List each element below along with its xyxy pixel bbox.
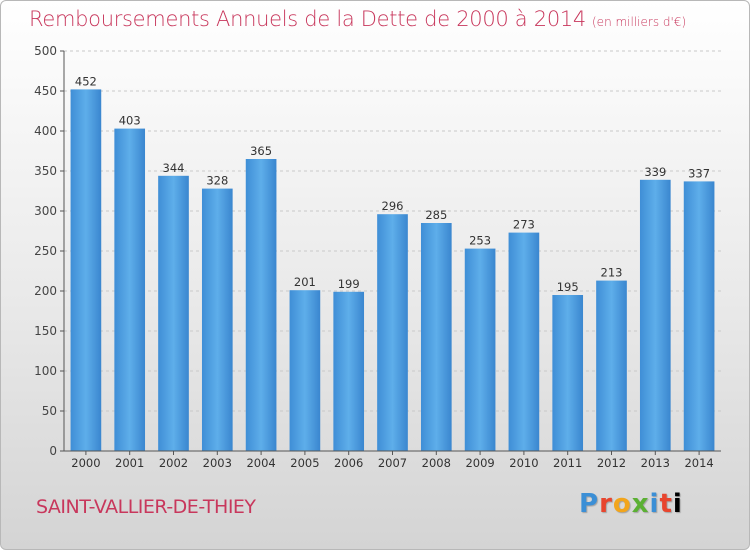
bar-2013 (639, 179, 671, 452)
y-tick-label: 250 (34, 244, 57, 258)
x-tick-label: 2005 (290, 456, 319, 470)
bar-2003 (201, 188, 233, 451)
bar-2000 (70, 89, 102, 452)
bar-2004 (245, 159, 277, 451)
bar-2012 (596, 280, 627, 451)
y-tick-label: 100 (34, 364, 57, 378)
bar-value-label: 452 (75, 74, 97, 88)
y-tick-label: 450 (34, 84, 57, 98)
x-tick-label: 2004 (246, 456, 275, 470)
bar-2010 (508, 232, 540, 451)
x-tick-label: 2014 (684, 456, 713, 470)
bar-value-label: 285 (425, 208, 447, 222)
x-tick-label: 2008 (422, 456, 451, 470)
y-tick-label: 500 (34, 44, 57, 58)
x-tick-label: 2006 (334, 456, 363, 470)
bar-value-label: 253 (469, 234, 491, 248)
x-tick-label: 2012 (597, 456, 626, 470)
y-tick-label: 400 (34, 124, 57, 138)
y-tick-label: 0 (49, 444, 57, 458)
bar-value-label: 337 (688, 166, 710, 180)
bar-value-label: 339 (644, 165, 666, 179)
bar-2001 (114, 128, 146, 451)
y-tick-label: 300 (34, 204, 57, 218)
bar-2006 (333, 291, 365, 451)
bar-value-label: 273 (513, 218, 535, 232)
x-tick-label: 2011 (553, 456, 582, 470)
x-tick-label: 2010 (509, 456, 538, 470)
y-tick-label: 350 (34, 164, 57, 178)
y-tick-label: 150 (34, 324, 57, 338)
chart-title: Remboursements Annuels de la Dette de 20… (29, 7, 686, 31)
y-tick-label: 200 (34, 284, 57, 298)
bar-2002 (158, 175, 189, 452)
x-tick-label: 2000 (71, 456, 100, 470)
bar-2005 (289, 290, 321, 451)
bar-value-label: 365 (250, 144, 272, 158)
bar-value-label: 199 (338, 277, 360, 291)
x-tick-label: 2007 (378, 456, 407, 470)
bar-2014 (683, 181, 715, 451)
title-text: Remboursements Annuels de la Dette de 20… (29, 7, 586, 31)
y-tick-label: 50 (42, 404, 57, 418)
bar-2008 (420, 223, 452, 451)
x-tick-label: 2013 (641, 456, 670, 470)
chart-subtitle: (en milliers d'€) (592, 15, 687, 29)
x-tick-label: 2001 (115, 456, 144, 470)
bar-value-label: 296 (382, 199, 404, 213)
bar-2011 (552, 295, 584, 451)
bar-value-label: 328 (206, 174, 228, 188)
x-tick-label: 2002 (159, 456, 188, 470)
bar-value-label: 403 (119, 114, 141, 128)
bar-2009 (464, 248, 496, 451)
bar-value-label: 213 (601, 266, 623, 280)
x-tick-label: 2003 (203, 456, 232, 470)
bar-2007 (377, 214, 408, 451)
x-tick-label: 2009 (465, 456, 494, 470)
location-name: SAINT-VALLIER-DE-THIEY (36, 496, 256, 518)
bar-value-label: 195 (557, 280, 579, 294)
bar-value-label: 344 (163, 161, 185, 175)
bar-value-label: 201 (294, 275, 316, 289)
proxiti-logo: Proxiti (579, 489, 683, 519)
